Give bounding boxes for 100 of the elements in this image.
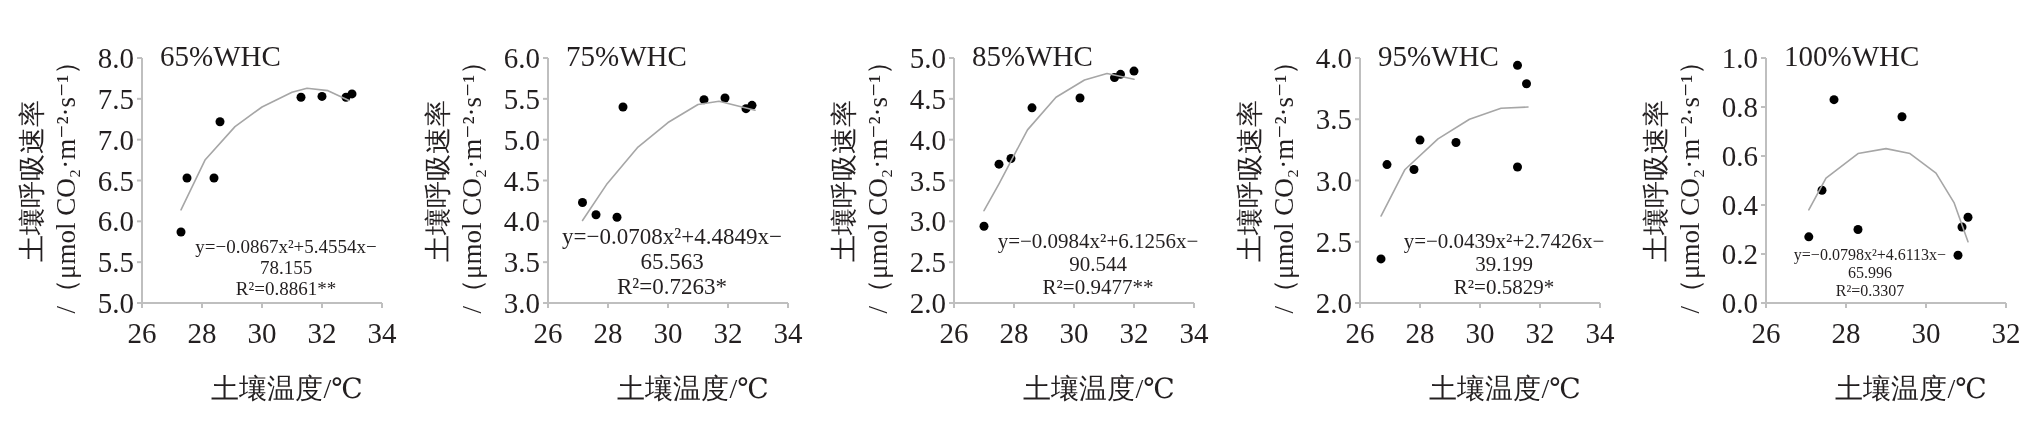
y-tick-label: 6.0: [503, 42, 540, 74]
point: [209, 173, 219, 183]
chart-title: 100%WHC: [1784, 40, 1920, 72]
point: [296, 92, 306, 102]
line-series: [1380, 106, 1529, 217]
x-tick-label: 34: [367, 317, 397, 349]
x-tick-label: 30: [1465, 317, 1495, 349]
x-tick-label: 32: [307, 317, 337, 349]
x-tick-label: 26: [127, 317, 157, 349]
point: [618, 102, 628, 112]
point: [1513, 162, 1522, 172]
point: [347, 89, 357, 99]
y-tick-label: 5.5: [503, 82, 540, 115]
point: [591, 210, 601, 220]
y-tick-label: 3.0: [503, 287, 540, 319]
x-tick-label: 28: [1405, 317, 1435, 349]
x-axis-title: 土壤温度/℃: [1023, 373, 1175, 404]
annotation: 65.563: [640, 249, 704, 274]
y-axis-title: 土壤呼吸速率/（μmol CO₂·m⁻²·s⁻¹）: [1235, 47, 1299, 314]
y-tick-label: 4.0: [503, 205, 540, 238]
annotation: y=−0.0439x²+2.7426x−: [1403, 229, 1605, 253]
annotation: y=−0.0867x²+5.4554x−: [195, 236, 377, 257]
x-tick-label: 26: [1751, 317, 1781, 349]
point: [176, 227, 186, 237]
x-tick-label: 34: [773, 317, 803, 349]
y-tick-label: 2.5: [909, 246, 946, 279]
point: [182, 173, 192, 183]
chart-title: 95%WHC: [1378, 40, 1499, 72]
point: [1382, 160, 1392, 170]
x-tick-label: 28: [999, 317, 1029, 349]
y-tick-label: 3.0: [1315, 164, 1352, 197]
x-tick-label: 32: [713, 317, 743, 349]
point: [720, 93, 730, 103]
y-tick-label: 5.0: [909, 42, 946, 74]
y-axis-title: 土壤呼吸速率/（μmol CO₂·m⁻²·s⁻¹）: [1641, 47, 1705, 314]
y-tick-label: 5.5: [97, 246, 134, 279]
annotation: R²=0.7263*: [617, 274, 727, 299]
x-tick-label: 26: [1345, 317, 1375, 349]
y-tick-label: 4.5: [503, 164, 540, 197]
y-tick-label: 1.0: [1721, 42, 1758, 74]
point: [1897, 112, 1907, 122]
y-tick-label: 2.0: [1315, 287, 1352, 319]
y-tick-label: 0.8: [1721, 91, 1758, 123]
point: [1129, 66, 1139, 76]
y-axis-title: 土壤呼吸速率/（μmol CO₂·m⁻²·s⁻¹）: [423, 47, 487, 314]
x-axis-title: 土壤温度/℃: [617, 373, 769, 404]
y-tick-label: 6.0: [97, 205, 134, 238]
point: [1522, 79, 1531, 89]
x-tick-label: 34: [1179, 317, 1209, 349]
x-tick-label: 32: [1119, 317, 1149, 349]
point: [1963, 212, 1973, 222]
y-tick-label: 5.0: [503, 123, 540, 156]
x-tick-label: 30: [653, 317, 683, 349]
point: [1415, 135, 1425, 145]
point: [215, 117, 225, 127]
x-axis-title: 土壤温度/℃: [1429, 373, 1581, 404]
y-tick-label: 0.4: [1721, 189, 1759, 221]
annotation: 39.199: [1475, 252, 1533, 276]
point: [317, 91, 327, 101]
point: [1953, 250, 1963, 260]
y-tick-label: 2.0: [909, 287, 946, 319]
y-tick-label: 5.0: [97, 287, 134, 319]
y-tick-label: 7.5: [97, 82, 134, 115]
x-tick-label: 26: [939, 317, 969, 349]
point: [612, 212, 622, 222]
point: [994, 159, 1004, 169]
x-tick-label: 26: [533, 317, 563, 349]
y-tick-label: 3.5: [1315, 103, 1352, 136]
annotation: y=−0.0798x²+4.6113x−: [1793, 246, 1947, 264]
x-tick-label: 30: [247, 317, 277, 349]
annotation: R²=0.9477**: [1042, 275, 1154, 299]
point: [1027, 103, 1037, 113]
x-tick-label: 30: [1059, 317, 1089, 349]
y-tick-label: 0.6: [1721, 140, 1758, 172]
point: [1376, 254, 1386, 264]
annotation: y=−0.0708x²+4.4849x−: [562, 224, 782, 249]
x-tick-label: 28: [1831, 317, 1861, 349]
y-tick-label: 7.0: [97, 123, 134, 156]
y-tick-label: 0.2: [1721, 238, 1758, 270]
x-axis-title: 土壤温度/℃: [211, 373, 363, 404]
point: [1853, 225, 1863, 234]
chart-title: 75%WHC: [566, 40, 687, 72]
annotation: R²=0.3307: [1835, 282, 1905, 299]
point: [1075, 93, 1085, 103]
y-tick-label: 4.0: [1315, 42, 1352, 74]
x-tick-label: 30: [1911, 317, 1941, 349]
line-series: [983, 72, 1135, 212]
point: [1804, 232, 1814, 242]
x-axis-title: 土壤温度/℃: [1835, 373, 1987, 404]
point: [1451, 138, 1461, 148]
x-tick-label: 34: [1585, 317, 1615, 349]
y-tick-label: 8.0: [97, 42, 134, 74]
annotation: R²=0.8861**: [235, 278, 337, 299]
y-tick-label: 4.5: [909, 82, 946, 115]
annotation: 78.155: [259, 257, 313, 278]
line-series: [1808, 147, 1969, 243]
y-tick-label: 3.5: [909, 164, 946, 197]
point: [979, 221, 989, 231]
point: [1409, 164, 1419, 174]
y-axis-title: 土壤呼吸速率/（μmol CO₂·m⁻²·s⁻¹）: [17, 47, 81, 314]
